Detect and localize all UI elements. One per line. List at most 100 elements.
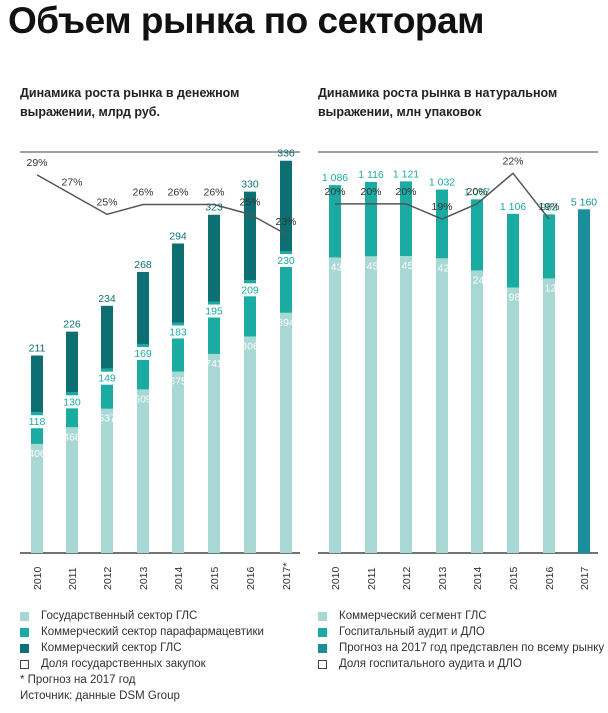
x-tick-units-2017: 2017 bbox=[579, 566, 591, 590]
legend-swatch bbox=[318, 611, 327, 621]
data-label-units-s1-2015: 1 106 bbox=[500, 201, 526, 213]
legend-units: Коммерческий сегмент ГЛС Госпитальный ауд… bbox=[318, 608, 604, 672]
legend-item: Коммерческий сектор парафармацевтики bbox=[20, 624, 264, 640]
label-halo bbox=[239, 283, 261, 297]
data-label-money-s1-2016: 209 bbox=[241, 284, 259, 296]
forecast-footnote: * Прогноз на 2017 год bbox=[20, 674, 136, 686]
bar-money-s0-2015 bbox=[208, 353, 220, 553]
bar-money-s2-2015 bbox=[208, 214, 220, 302]
x-tick-units-2016: 2016 bbox=[544, 566, 556, 590]
bar-money-s0-2012 bbox=[101, 408, 113, 553]
data-label-units-s1-2012: 1 121 bbox=[393, 168, 419, 180]
bar-units-s1-2016 bbox=[543, 214, 555, 279]
legend-swatch bbox=[318, 659, 327, 669]
x-tick-money-2012: 2012 bbox=[102, 566, 114, 590]
share-label-money-2010: 29% bbox=[26, 157, 47, 169]
share-label-money-2017*: 23% bbox=[275, 216, 296, 228]
label-halo bbox=[132, 346, 154, 360]
legend-item: Доля государственных закупок bbox=[20, 656, 264, 672]
data-label-units-s2-2017: 5 160 bbox=[571, 196, 597, 208]
legend-swatch bbox=[20, 627, 29, 637]
data-label-money-s2-2016: 330 bbox=[241, 179, 259, 191]
share-label-money-2012: 25% bbox=[96, 196, 117, 208]
legend-label: Госпитальный аудит и ДЛО bbox=[339, 626, 485, 638]
bar-money-s0-2017* bbox=[280, 312, 292, 553]
data-label-money-s0-2011: 468 bbox=[63, 431, 81, 443]
x-tick-units-2014: 2014 bbox=[472, 566, 484, 590]
bar-money-s2-2014 bbox=[172, 243, 184, 323]
label-halo bbox=[26, 415, 48, 429]
legend-item: Госпитальный аудит и ДЛО bbox=[318, 624, 604, 640]
bar-units-s0-2016 bbox=[543, 278, 555, 553]
bar-units-s1-2015 bbox=[507, 213, 519, 288]
bar-units-s1-2014 bbox=[471, 199, 483, 271]
share-label-units-2016: 19% bbox=[538, 201, 559, 213]
share-label-units-2013: 19% bbox=[431, 201, 452, 213]
bar-money-s0-2016 bbox=[244, 336, 256, 553]
bar-units-s0-2013 bbox=[436, 258, 448, 553]
data-label-units-s0-2011: 4 454 bbox=[358, 260, 384, 272]
label-halo bbox=[167, 325, 189, 339]
data-label-money-s0-2017*: 894 bbox=[277, 317, 295, 329]
bar-money-s2-2012 bbox=[101, 305, 113, 369]
data-label-units-s0-2010: 4 437 bbox=[322, 261, 348, 273]
share-label-money-2013: 26% bbox=[132, 187, 153, 199]
charts-canvas: 406 118 211 2010 468 130 226 2011 537 149 234 2012 6… bbox=[20, 148, 598, 590]
legend-item: Доля госпитального аудита и ДЛО bbox=[318, 656, 604, 672]
data-label-money-s1-2017*: 230 bbox=[277, 255, 295, 267]
legend-label: Государственный сектор ГЛС bbox=[41, 610, 198, 622]
legend-item: Государственный сектор ГЛС bbox=[20, 608, 264, 624]
bar-units-s0-2011 bbox=[365, 256, 377, 553]
page-title: Объем рынка по секторам bbox=[8, 0, 484, 41]
bar-units-s0-2014 bbox=[471, 270, 483, 553]
data-label-money-s1-2014: 183 bbox=[169, 326, 187, 338]
x-tick-money-2010: 2010 bbox=[32, 566, 44, 590]
legend-label: Прогноз на 2017 год представлен по всему… bbox=[339, 642, 605, 654]
x-tick-money-2014: 2014 bbox=[173, 566, 185, 590]
label-halo bbox=[96, 371, 118, 385]
share-line-money bbox=[36, 174, 287, 235]
bar-units-s0-2012 bbox=[400, 256, 412, 553]
bar-money-s0-2011 bbox=[66, 427, 78, 553]
data-label-money-s2-2013: 268 bbox=[134, 259, 152, 271]
data-label-money-s2-2010: 211 bbox=[29, 343, 46, 355]
bar-units-s1-2013 bbox=[436, 189, 448, 259]
share-label-units-2011: 20% bbox=[360, 186, 381, 198]
bar-money-s0-2014 bbox=[172, 371, 184, 553]
share-label-money-2011: 27% bbox=[61, 177, 82, 189]
data-label-units-s0-2015: 3 986 bbox=[500, 291, 526, 303]
data-label-money-s0-2014: 675 bbox=[169, 376, 187, 388]
share-label-money-2016: 25% bbox=[239, 196, 260, 208]
share-label-money-2015: 26% bbox=[203, 187, 224, 199]
data-label-money-s2-2015: 323 bbox=[205, 202, 223, 214]
data-label-money-s1-2013: 169 bbox=[134, 348, 152, 360]
data-label-units-s1-2014: 1 067 bbox=[464, 186, 490, 198]
legend-swatch bbox=[318, 627, 327, 637]
share-label-units-2010: 20% bbox=[324, 186, 345, 198]
bar-money-s0-2010 bbox=[31, 443, 43, 553]
label-halo bbox=[275, 254, 297, 268]
data-label-money-s0-2012: 537 bbox=[98, 413, 116, 425]
bar-money-s0-2013 bbox=[137, 389, 149, 553]
legend-label: Коммерческий сегмент ГЛС bbox=[339, 610, 487, 622]
legend-swatch bbox=[20, 659, 29, 669]
bar-units-s2-2017 bbox=[578, 209, 590, 553]
data-label-units-s1-2011: 1 116 bbox=[358, 169, 384, 181]
legend-label: Доля госпитального аудита и ДЛО bbox=[339, 658, 522, 670]
data-label-money-s2-2014: 294 bbox=[169, 230, 187, 242]
data-label-money-s1-2010: 118 bbox=[29, 416, 46, 428]
data-label-money-s0-2013: 609 bbox=[134, 393, 152, 405]
share-label-units-2014: 20% bbox=[466, 186, 487, 198]
label-halo bbox=[203, 304, 225, 318]
data-label-money-s2-2011: 226 bbox=[63, 319, 81, 331]
bar-money-s2-2017* bbox=[280, 160, 292, 252]
x-tick-units-2011: 2011 bbox=[366, 567, 378, 590]
x-tick-units-2012: 2012 bbox=[401, 566, 413, 590]
legend-label: Доля государственных закупок bbox=[41, 658, 206, 670]
legend-item: Коммерческий сектор ГЛС bbox=[20, 640, 264, 656]
x-tick-money-2015: 2015 bbox=[209, 566, 221, 590]
data-label-money-s0-2015: 741 bbox=[205, 358, 223, 370]
x-tick-money-2016: 2016 bbox=[245, 566, 257, 590]
data-label-money-s0-2010: 406 bbox=[28, 448, 46, 460]
data-label-money-s1-2011: 130 bbox=[63, 396, 81, 408]
